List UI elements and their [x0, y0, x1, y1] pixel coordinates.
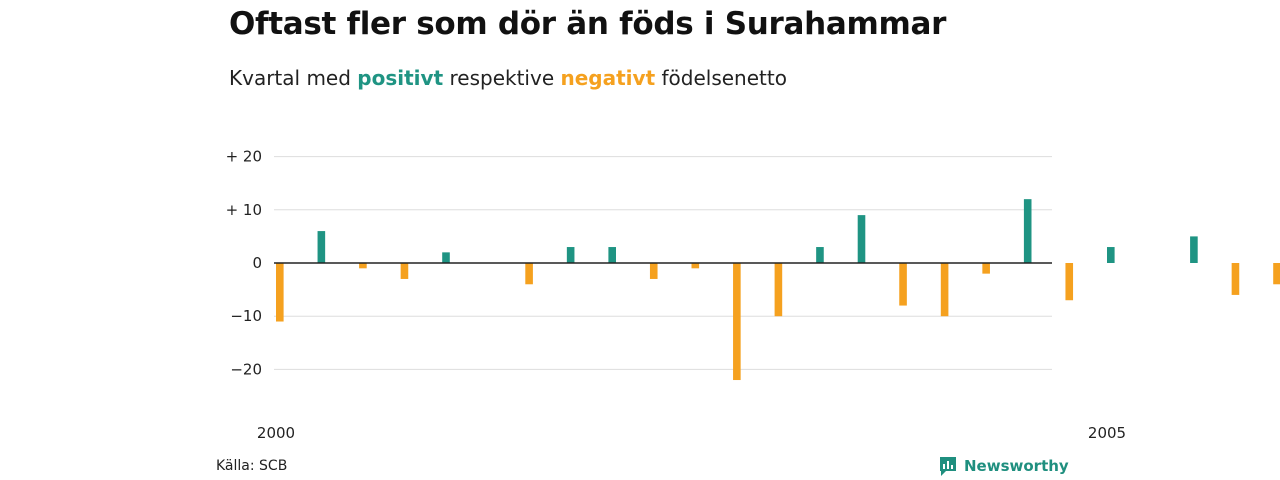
y-tick-label: −20	[230, 360, 262, 378]
bar-2002Q1	[608, 247, 616, 263]
chart-subtitle: Kvartal med positivt respektive negativt…	[229, 66, 787, 90]
bar-2003Q2	[816, 247, 824, 263]
bar-2003Q4	[899, 263, 907, 306]
subtitle-prefix: Kvartal med	[229, 66, 351, 90]
brand[interactable]: Newsworthy	[938, 455, 1069, 477]
bar-2003Q3	[857, 215, 866, 263]
bar-2002Q3	[691, 263, 700, 269]
x-axis: 20002005201020152020	[257, 424, 1126, 442]
bar-2006Q1	[1273, 263, 1280, 285]
bar-2000Q4	[400, 263, 409, 279]
x-tick-label: 2005	[1088, 424, 1126, 442]
subtitle-negative-word: negativt	[560, 66, 656, 90]
y-tick-label: −10	[230, 307, 262, 325]
grid-lines	[274, 156, 1052, 370]
y-tick-label: 0	[252, 254, 262, 272]
bar-2000Q3	[359, 263, 367, 269]
y-tick-label: + 10	[226, 201, 262, 219]
bar-2000Q2	[317, 231, 326, 263]
bar-2005Q3	[1190, 236, 1198, 263]
bar-chart: + 20+ 100−10−20 20002005201020152020	[226, 148, 1280, 442]
bar-2005Q4	[1231, 263, 1240, 295]
source-note: Källa: SCB	[216, 458, 288, 474]
bar-2003Q1	[774, 263, 783, 317]
bar-2004Q4	[1065, 263, 1074, 301]
x-tick-label: 2000	[257, 424, 295, 442]
newsworthy-logo-icon	[940, 457, 956, 476]
bar-2004Q2	[982, 263, 990, 274]
y-tick-label: + 20	[226, 148, 262, 166]
bar-2001Q3	[525, 263, 533, 285]
bar-2004Q1	[940, 263, 949, 317]
y-axis: + 20 + 10 0 −10 −20	[226, 148, 262, 379]
bar-2001Q4	[566, 247, 575, 263]
bar-2002Q4	[733, 263, 741, 381]
bar-2004Q3	[1023, 199, 1032, 263]
subtitle-middle: respektive	[449, 66, 555, 90]
bar-2001Q1	[442, 252, 450, 263]
subtitle-suffix: födelsenetto	[661, 66, 787, 90]
bar-2005Q1	[1107, 247, 1115, 263]
bar-2002Q2	[649, 263, 658, 279]
subtitle-positive-word: positivt	[357, 66, 444, 90]
brand-name: Newsworthy	[964, 457, 1069, 475]
bar-2000Q1	[276, 263, 284, 322]
bars	[276, 199, 1280, 381]
chart-title: Oftast fler som dör än föds i Surahammar	[229, 6, 947, 42]
